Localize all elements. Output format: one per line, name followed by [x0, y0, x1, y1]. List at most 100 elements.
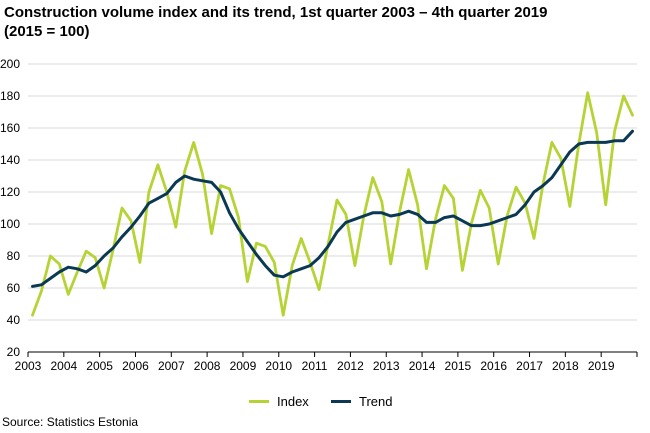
data-point-index	[246, 281, 249, 283]
data-point-index	[40, 290, 43, 292]
data-point-index	[605, 204, 607, 206]
data-point-index	[94, 257, 96, 259]
data-point-trend	[399, 213, 401, 215]
x-tick-label: 2014	[409, 359, 436, 373]
data-point-trend	[103, 255, 105, 257]
data-point-index	[479, 189, 481, 191]
data-point-index	[228, 188, 231, 190]
y-tick-label: 200	[0, 57, 20, 71]
data-point-trend	[246, 241, 249, 243]
data-point-trend	[524, 204, 526, 206]
data-point-trend	[94, 265, 96, 267]
y-tick-label: 180	[0, 89, 20, 103]
data-point-trend	[515, 213, 517, 215]
data-point-index	[309, 261, 311, 263]
legend-item-trend[interactable]: Trend	[331, 391, 392, 411]
x-tick-label: 2012	[337, 359, 364, 373]
x-tick-label: 2019	[588, 359, 615, 373]
data-point-trend	[67, 266, 69, 268]
x-tick-label: 2004	[50, 359, 77, 373]
data-point-index	[264, 245, 266, 247]
data-point-index	[461, 269, 463, 271]
data-point-trend	[560, 164, 562, 166]
data-point-trend	[148, 202, 150, 204]
data-point-trend	[175, 181, 177, 183]
x-tick-label: 2018	[552, 359, 579, 373]
x-tick-label: 2007	[158, 359, 185, 373]
data-point-trend	[49, 277, 51, 279]
data-point-trend	[587, 141, 589, 143]
data-point-index	[103, 287, 105, 289]
data-point-index	[354, 265, 356, 267]
data-point-index	[175, 226, 177, 228]
data-point-index	[622, 95, 625, 97]
data-point-index	[416, 204, 419, 206]
chart-title-line1: Construction volume index and its trend,…	[4, 4, 548, 21]
data-point-trend	[121, 236, 123, 238]
data-point-index	[210, 233, 213, 235]
data-point-index	[255, 242, 257, 244]
legend-label-trend: Trend	[359, 393, 393, 409]
legend-item-index[interactable]: Index	[249, 391, 309, 411]
data-point-index	[596, 132, 598, 134]
x-tick-label: 2016	[480, 359, 507, 373]
data-point-index	[452, 197, 455, 199]
data-point-trend	[381, 212, 383, 214]
data-point-index	[58, 263, 60, 265]
series-line-trend	[31, 129, 634, 288]
data-point-trend	[184, 175, 186, 177]
y-tick-label: 20	[7, 345, 21, 359]
y-tick-label: 100	[0, 217, 20, 231]
data-point-trend	[569, 151, 571, 153]
data-point-index	[560, 157, 562, 159]
data-point-trend	[112, 247, 114, 249]
data-point-trend	[264, 265, 266, 267]
data-point-index	[121, 207, 123, 209]
data-point-index	[631, 114, 634, 116]
series-group	[31, 91, 634, 317]
data-point-index	[443, 185, 446, 187]
x-tick-label: 2006	[122, 359, 149, 373]
data-point-trend	[327, 245, 329, 247]
x-tick-label: 2010	[265, 359, 292, 373]
data-point-index	[130, 220, 132, 222]
data-point-trend	[506, 217, 508, 219]
data-point-trend	[193, 178, 195, 180]
x-tick-label: 2005	[86, 359, 113, 373]
data-point-trend	[282, 276, 284, 278]
data-point-trend	[139, 215, 141, 217]
legend-swatch-index	[249, 399, 269, 403]
data-point-index	[76, 271, 78, 273]
data-point-trend	[273, 274, 275, 276]
data-point-trend	[300, 268, 302, 270]
data-point-trend	[210, 181, 213, 183]
data-point-trend	[228, 212, 231, 214]
data-point-trend	[363, 215, 365, 217]
data-point-index	[85, 250, 87, 252]
data-point-index	[291, 265, 293, 267]
data-point-trend	[631, 130, 634, 132]
data-point-index	[488, 207, 490, 209]
data-point-index	[139, 261, 141, 263]
data-point-trend	[31, 285, 34, 287]
data-point-trend	[622, 140, 625, 142]
data-point-trend	[58, 271, 60, 273]
data-point-index	[381, 201, 383, 203]
data-point-index	[318, 289, 320, 291]
y-axis-ticks: 20 40 60 80 100 120 140 160 180 200	[0, 57, 20, 359]
y-tick-label: 140	[0, 153, 20, 167]
data-point-trend	[309, 265, 311, 267]
data-point-index	[408, 169, 410, 171]
x-axis: 2003 2004 2005 2006 2007 2008 2009 2010 2011 2012…	[15, 351, 638, 373]
data-point-index	[67, 293, 69, 295]
y-tick-label: 60	[7, 281, 21, 295]
legend-swatch-trend	[331, 399, 351, 403]
data-point-trend	[533, 191, 535, 193]
legend-label-index: Index	[277, 393, 309, 409]
y-tick-label: 40	[7, 313, 21, 327]
data-point-trend	[76, 268, 78, 270]
data-point-index	[587, 92, 589, 94]
data-point-index	[533, 237, 535, 239]
data-point-trend	[202, 180, 204, 182]
series-line-index	[31, 91, 634, 317]
